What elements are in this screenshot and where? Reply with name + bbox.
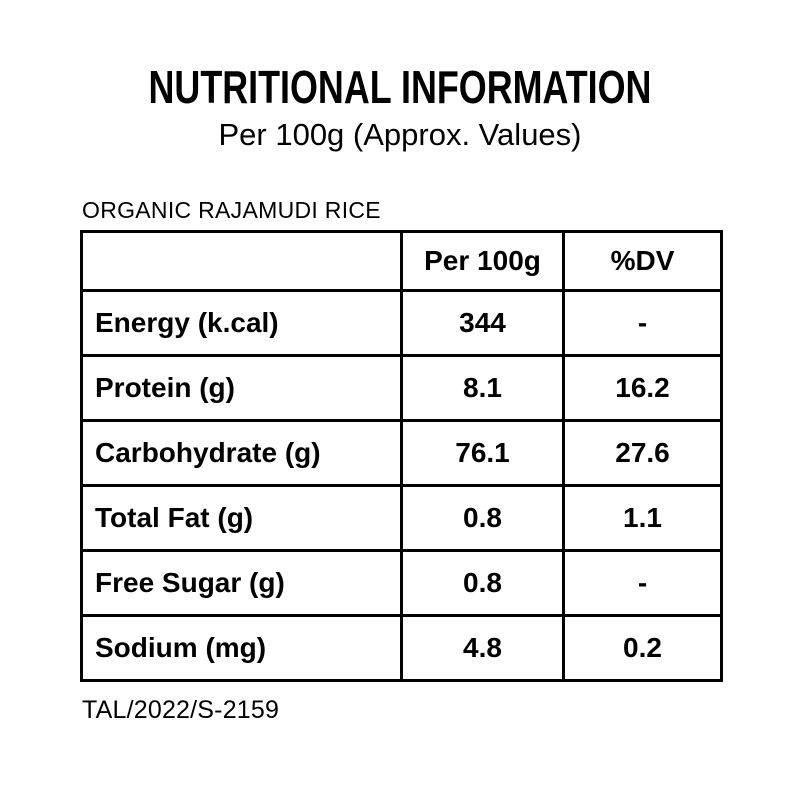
dv-value: - bbox=[562, 289, 723, 357]
column-header-dv: %DV bbox=[562, 230, 723, 292]
per100g-value: 0.8 bbox=[400, 549, 565, 617]
column-header-per100g: Per 100g bbox=[400, 230, 565, 292]
dv-value: 1.1 bbox=[562, 484, 723, 552]
product-name-label: ORGANIC RAJAMUDI RICE bbox=[82, 197, 381, 223]
table-row-protein: Protein (g) 8.1 16.2 bbox=[80, 354, 723, 422]
dv-value: 27.6 bbox=[562, 419, 723, 487]
dv-value: - bbox=[562, 549, 723, 617]
per100g-value: 0.8 bbox=[400, 484, 565, 552]
table-row-sodium: Sodium (mg) 4.8 0.2 bbox=[80, 614, 723, 682]
table-row-carbohydrate: Carbohydrate (g) 76.1 27.6 bbox=[80, 419, 723, 487]
nutrient-label: Sodium (mg) bbox=[80, 614, 403, 682]
per100g-value: 344 bbox=[400, 289, 565, 357]
column-header-blank bbox=[80, 230, 403, 292]
table-header-row: Per 100g %DV bbox=[80, 230, 723, 292]
per100g-value: 76.1 bbox=[400, 419, 565, 487]
nutrient-label: Carbohydrate (g) bbox=[80, 419, 403, 487]
table-row-total-fat: Total Fat (g) 0.8 1.1 bbox=[80, 484, 723, 552]
nutrient-label: Free Sugar (g) bbox=[80, 549, 403, 617]
nutrient-label: Total Fat (g) bbox=[80, 484, 403, 552]
footer-code: TAL/2022/S-2159 bbox=[82, 696, 280, 724]
table-row-free-sugar: Free Sugar (g) 0.8 - bbox=[80, 549, 723, 617]
per100g-value: 4.8 bbox=[400, 614, 565, 682]
table-row-energy: Energy (k.cal) 344 - bbox=[80, 289, 723, 357]
per100g-value: 8.1 bbox=[400, 354, 565, 422]
nutrition-table: Per 100g %DV Energy (k.cal) 344 - Protei… bbox=[80, 230, 723, 682]
dv-value: 16.2 bbox=[562, 354, 723, 422]
page-title: NUTRITIONAL INFORMATION bbox=[148, 61, 652, 113]
dv-value: 0.2 bbox=[562, 614, 723, 682]
nutrient-label: Protein (g) bbox=[80, 354, 403, 422]
nutrient-label: Energy (k.cal) bbox=[80, 289, 403, 357]
page-subtitle: Per 100g (Approx. Values) bbox=[218, 117, 582, 152]
